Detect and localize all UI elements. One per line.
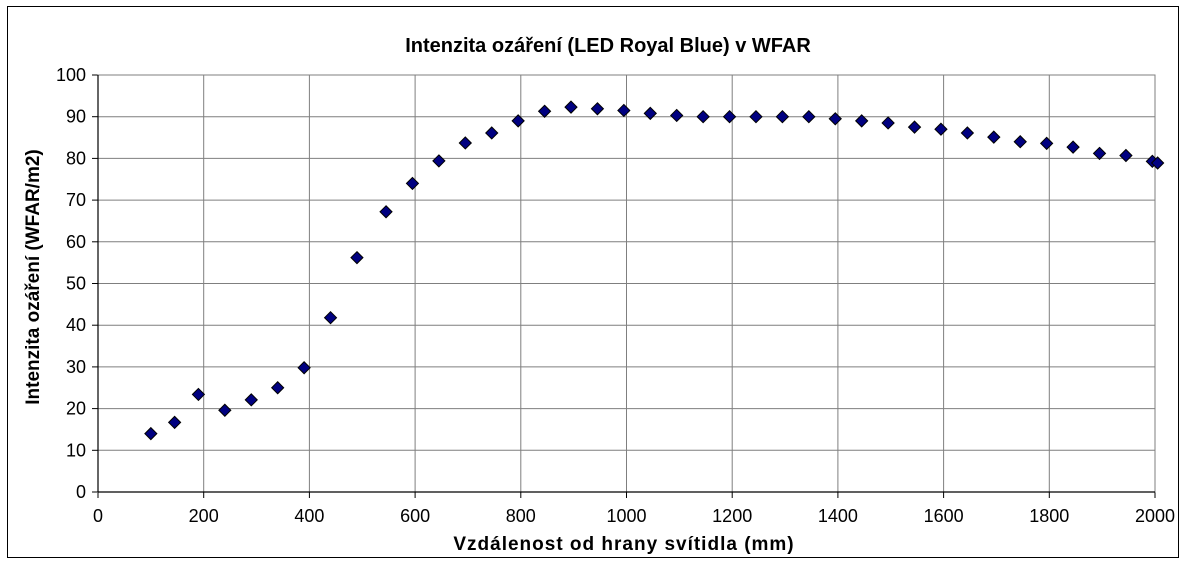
x-axis-title: Vzdálenost od hrany svítidla (mm) xyxy=(453,534,794,555)
data-point xyxy=(297,361,311,375)
data-point xyxy=(1013,135,1027,149)
data-point xyxy=(167,415,182,430)
x-tick-label: 600 xyxy=(400,506,430,526)
x-tick-label: 400 xyxy=(294,506,324,526)
data-point xyxy=(485,126,499,140)
y-tick-label: 30 xyxy=(66,357,86,377)
data-point xyxy=(564,100,578,114)
data-point xyxy=(828,112,842,126)
scatter-chart: Intenzita ozáření (LED Royal Blue) v WFA… xyxy=(23,35,1175,555)
data-point xyxy=(144,426,158,441)
data-point xyxy=(1119,148,1133,163)
data-point xyxy=(191,387,206,402)
x-tick-label: 200 xyxy=(189,506,219,526)
x-tick-label: 1000 xyxy=(606,506,646,526)
y-tick-label: 10 xyxy=(66,440,86,460)
x-tick-label: 1200 xyxy=(712,506,752,526)
y-axis-title: Intenzita ozáření (WFAR/m2) xyxy=(23,149,44,404)
data-point xyxy=(670,108,684,123)
y-tick-label: 80 xyxy=(66,148,86,168)
data-point xyxy=(1039,136,1054,151)
x-tick-label: 800 xyxy=(506,506,536,526)
data-point xyxy=(617,103,631,118)
data-point xyxy=(218,403,232,417)
data-point xyxy=(854,114,869,128)
x-tick-label: 1400 xyxy=(818,506,858,526)
data-point xyxy=(1066,140,1080,154)
x-tick-label: 0 xyxy=(93,506,103,526)
y-tick-label: 90 xyxy=(66,107,86,127)
y-tick-label: 70 xyxy=(66,190,86,210)
data-point xyxy=(696,109,710,124)
x-tick-label: 2000 xyxy=(1135,506,1175,526)
data-point xyxy=(643,106,657,121)
data-point xyxy=(775,109,790,124)
data-point xyxy=(1092,146,1107,161)
data-point xyxy=(987,130,1001,144)
y-tick-label: 0 xyxy=(76,482,86,502)
y-tick-label: 100 xyxy=(56,65,86,85)
y-tick-label: 20 xyxy=(66,399,86,419)
data-point xyxy=(244,393,258,407)
data-point xyxy=(537,104,552,118)
data-point xyxy=(458,136,473,150)
data-point xyxy=(722,109,737,124)
data-point xyxy=(379,205,393,219)
y-tick-label: 60 xyxy=(66,232,86,252)
data-point xyxy=(802,109,816,124)
data-points xyxy=(144,100,1165,441)
data-point xyxy=(960,126,975,140)
gridlines xyxy=(98,74,1156,492)
plot-area xyxy=(92,74,1156,498)
x-tick-label: 1800 xyxy=(1029,506,1069,526)
data-point xyxy=(432,154,446,168)
chart-frame: Intenzita ozáření (LED Royal Blue) v WFA… xyxy=(7,6,1179,558)
data-point xyxy=(749,109,763,124)
data-point xyxy=(907,120,922,134)
data-point xyxy=(511,114,525,128)
y-tick-label: 40 xyxy=(66,315,86,335)
data-point xyxy=(270,381,285,395)
data-point xyxy=(405,176,420,191)
data-point xyxy=(350,250,364,265)
chart-title: Intenzita ozáření (LED Royal Blue) v WFA… xyxy=(405,35,811,57)
data-point xyxy=(934,122,948,136)
y-tick-label: 50 xyxy=(66,274,86,294)
data-point xyxy=(590,102,605,116)
x-tick-label: 1600 xyxy=(924,506,964,526)
data-point xyxy=(323,310,338,325)
data-point xyxy=(881,116,895,130)
data-point xyxy=(1150,156,1165,170)
